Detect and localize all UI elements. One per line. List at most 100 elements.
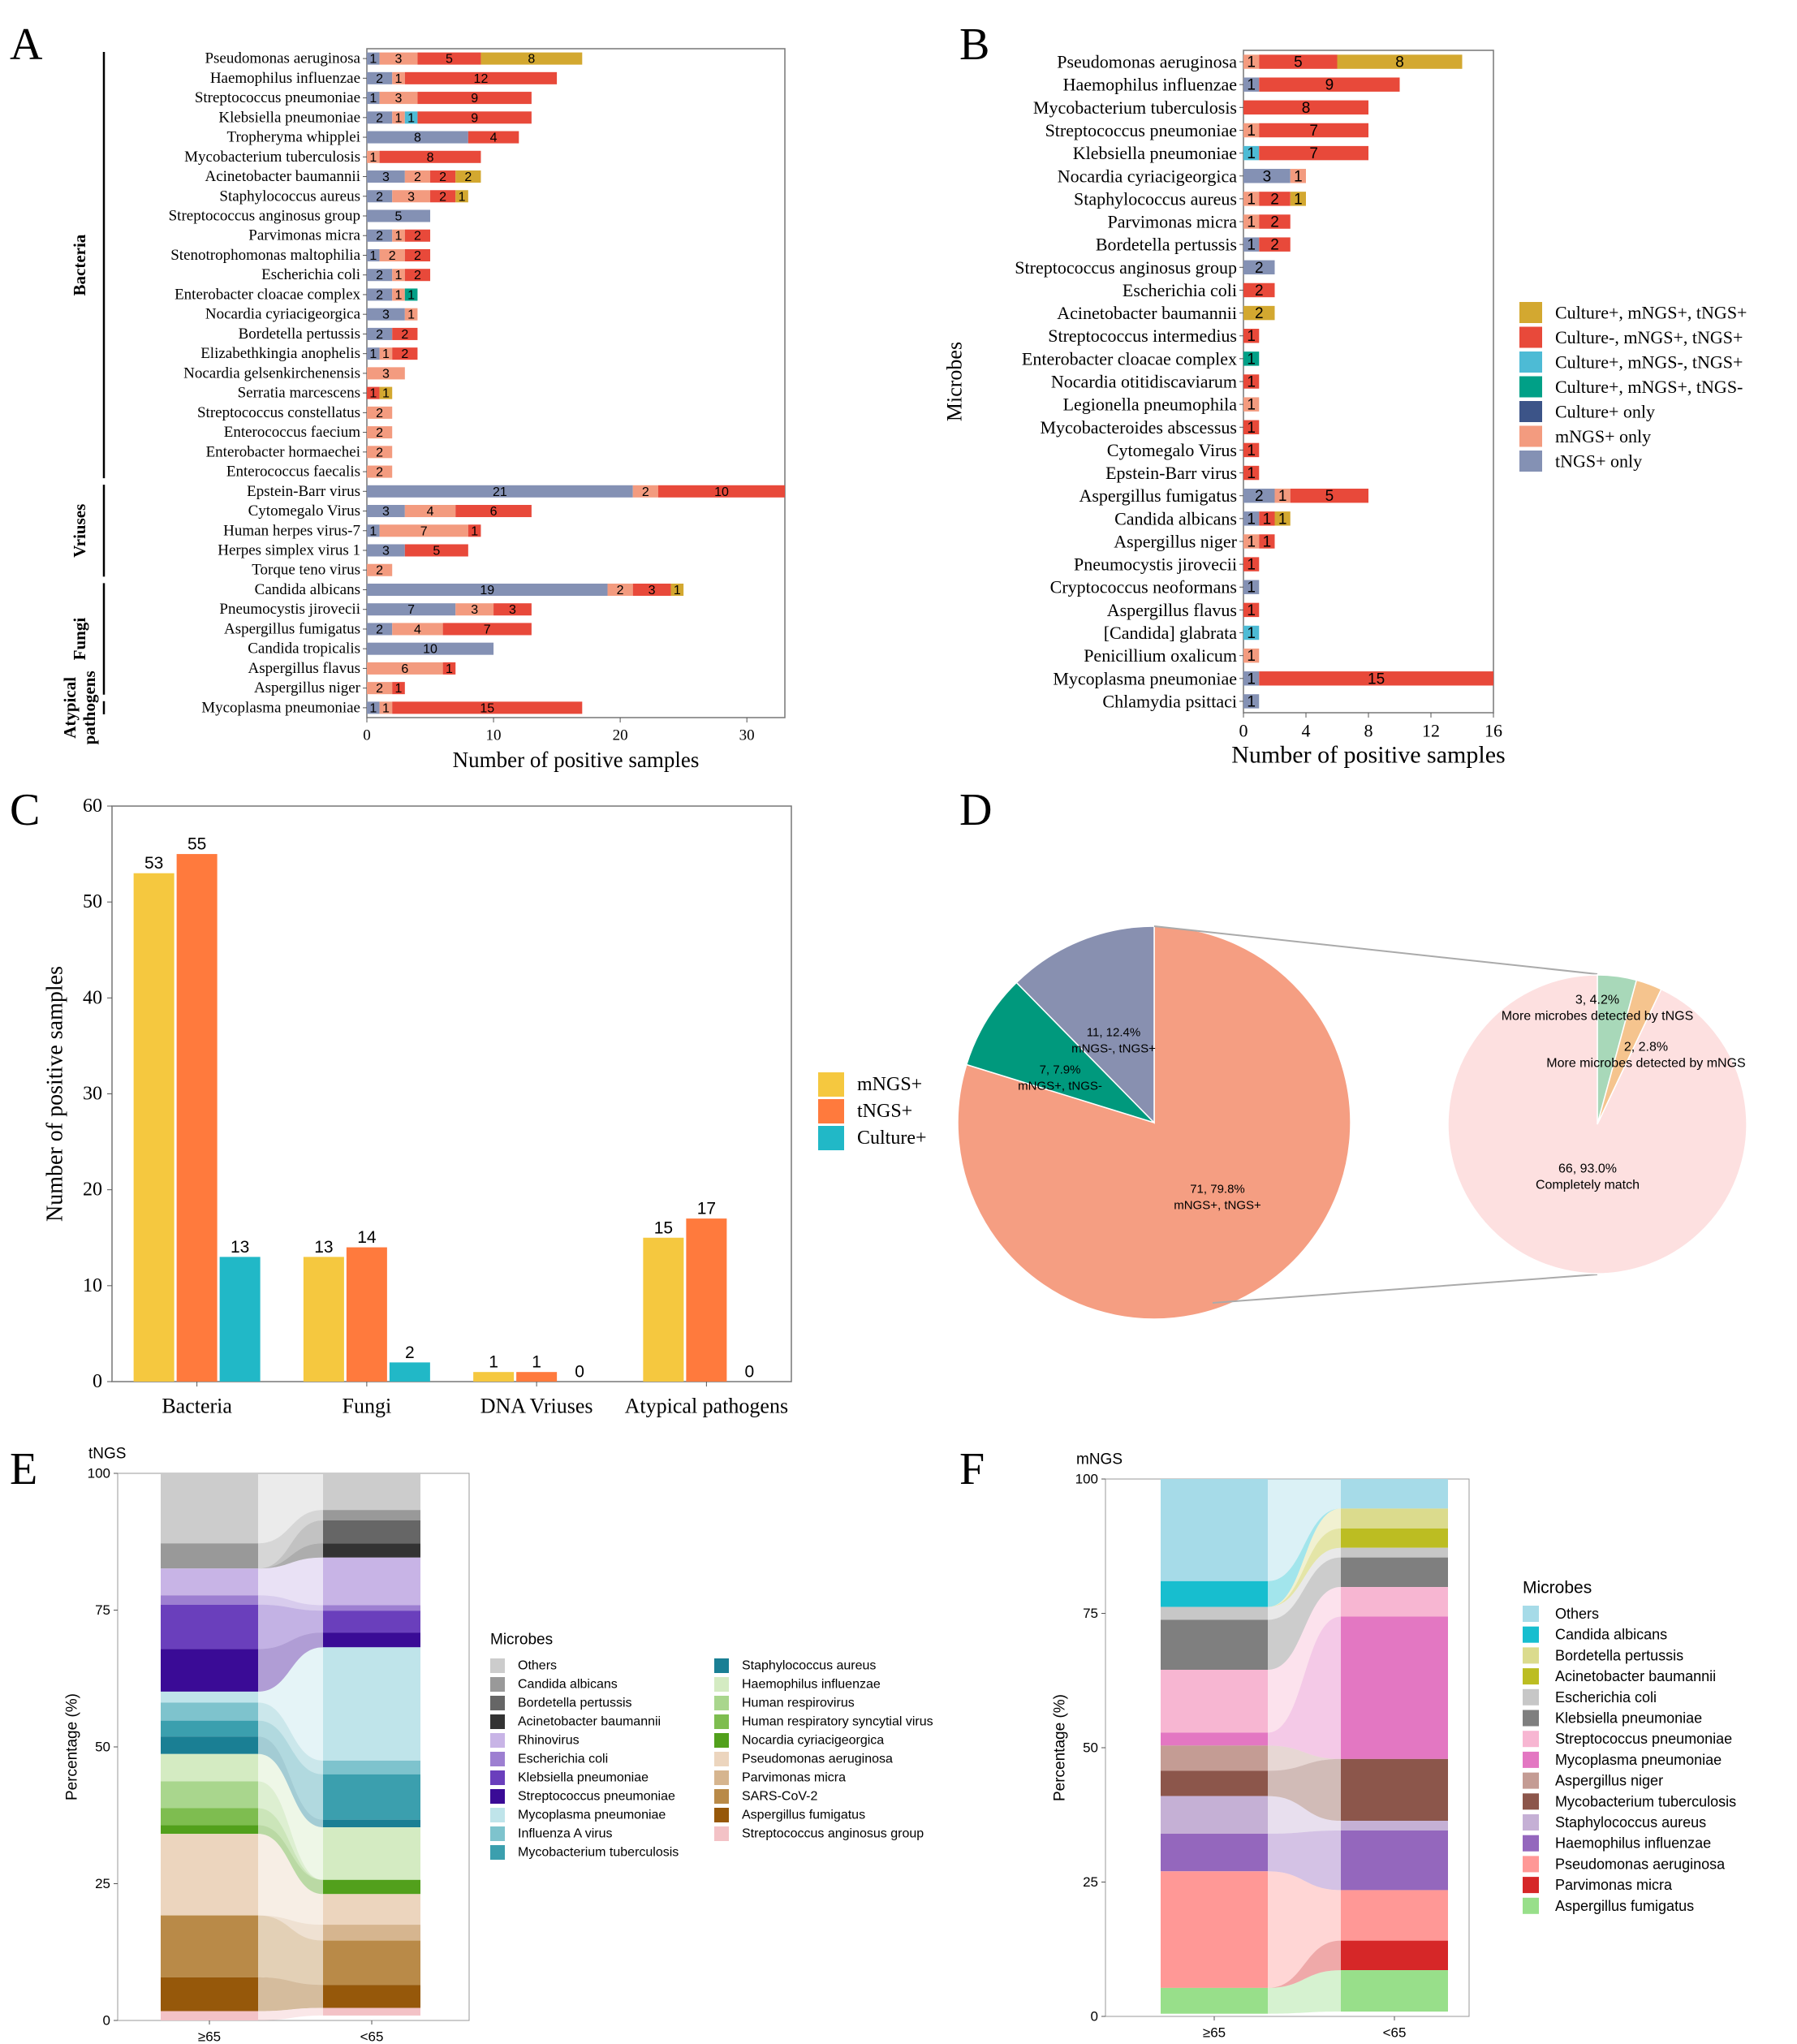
bar-value: 8 (414, 132, 421, 145)
bar-value: 1 (382, 347, 390, 361)
bar-segment (1243, 77, 1260, 92)
row-label: Penicillium oxalicum (1084, 645, 1237, 666)
legend-label: Rhinovirus (518, 1734, 580, 1748)
bar-value: 3 (395, 92, 403, 106)
stack-segment (323, 1632, 420, 1648)
bar-value: 1 (1247, 351, 1256, 368)
bar-value: 3 (471, 603, 478, 617)
chart-title: mNGS (1076, 1451, 1123, 1468)
legend-label: Escherichia coli (518, 1753, 608, 1766)
bar-value: 2 (401, 328, 408, 342)
bar-segment (367, 269, 393, 282)
bar-value: 14 (357, 1228, 377, 1247)
bar-segment (1259, 123, 1368, 138)
bar-segment (480, 52, 583, 65)
row-label: Aspergillus fumigatus (224, 620, 360, 637)
pie-slice (965, 981, 1155, 1123)
legend-swatch (490, 1696, 505, 1710)
panel-e: tNGS 0 25 50 75 100 Percentage (%) ≥65 <65 Microb… (64, 1446, 933, 2044)
flow-band (258, 1915, 323, 1986)
bar-value: 2 (414, 249, 421, 263)
bar-value: 2 (376, 564, 383, 578)
bar-value: 1 (489, 1353, 498, 1372)
flow-band (1268, 1508, 1341, 1607)
stack-segment (161, 1702, 258, 1721)
bar-value: 1 (1247, 648, 1256, 665)
bar-value: 2 (1255, 305, 1264, 322)
bar-value: 1 (369, 347, 377, 361)
bar-value: 2 (414, 170, 421, 184)
bar-value: 1 (1247, 580, 1256, 597)
flow-band (258, 1595, 323, 1611)
bar-value: 3 (649, 584, 656, 597)
legend-swatch (1523, 1668, 1539, 1685)
flow-band (258, 1632, 323, 1692)
y-tick-label: 0 (1091, 2009, 1098, 2025)
legend-swatch (1523, 1606, 1539, 1622)
bar-segment (1243, 625, 1260, 640)
bar-segment (404, 505, 456, 518)
legend-label: Culture+, mNGS-, tNGS+ (1555, 352, 1743, 373)
row-label: Mycoplasma pneumoniae (1053, 668, 1237, 688)
row-label: [Candida] glabrata (1104, 623, 1238, 643)
stack-segment (161, 1568, 258, 1596)
stack-segment (323, 1473, 420, 1511)
bar-segment (468, 131, 519, 144)
bar-value: 2 (405, 1343, 415, 1362)
bar-segment (367, 131, 468, 144)
bar-segment (442, 623, 532, 636)
bar-segment (367, 170, 405, 183)
legend-label: Candida albicans (1555, 1627, 1667, 1643)
legend-swatch (714, 1789, 729, 1804)
row-label: Tropheryma whipplei (227, 129, 360, 146)
flow-band (258, 1753, 323, 1880)
legend-label: Bordetella pertussis (518, 1697, 632, 1710)
legend-swatch (490, 1658, 505, 1673)
flow-band (1268, 1758, 1341, 1822)
row-label: Streptococcus constellatus (197, 404, 360, 421)
stack-segment (161, 1604, 258, 1649)
x-tick-label: 30 (739, 727, 755, 744)
bar-value: 15 (1368, 671, 1385, 688)
bar-segment (468, 524, 481, 537)
bar-segment (1243, 214, 1260, 229)
bar-value: 7 (1309, 123, 1318, 140)
legend-swatch (1519, 302, 1542, 323)
bar-value: 10 (714, 485, 729, 499)
legend-label: Haemophilus influenzae (1555, 1835, 1711, 1852)
bar-value: 1 (407, 111, 415, 125)
panel-f: mNGS 0 25 50 75 100 Percentage (%) ≥65 <65 Microb… (1052, 1451, 1737, 2041)
legend-label: mNGS+ only (1555, 426, 1651, 446)
bar-value: 1 (407, 288, 415, 302)
bar-segment (367, 446, 393, 459)
bar-segment (367, 524, 380, 537)
row-label: Candida tropicalis (248, 640, 360, 658)
legend-label: Bordetella pertussis (1555, 1647, 1683, 1663)
bar-segment (367, 465, 393, 478)
bar-segment (1243, 145, 1260, 161)
stack-segment (161, 1753, 258, 1782)
legend-swatch (1519, 326, 1542, 348)
bar-value: 2 (1270, 214, 1279, 231)
legend-swatch (818, 1072, 844, 1097)
pie-slice (1447, 974, 1747, 1274)
stack-segment (1341, 1940, 1448, 1971)
legend-label: Mycobacterium tuberculosis (518, 1846, 679, 1860)
row-label: Mycobacterium tuberculosis (184, 149, 360, 166)
legend-swatch (714, 1826, 729, 1841)
bar-value: 5 (1294, 54, 1303, 71)
flow-band (1268, 1587, 1341, 1733)
row-label: Streptococcus anginosus group (1015, 257, 1237, 278)
bar-value: 1 (407, 308, 415, 322)
legend-label: Staphylococcus aureus (742, 1659, 876, 1673)
bar-value: 1 (395, 72, 403, 86)
bar-value: 2 (1255, 488, 1264, 505)
bar-segment (1259, 534, 1275, 549)
bar-value: 1 (1247, 191, 1256, 208)
row-label: Mycobacteroides abscessus (1040, 417, 1237, 438)
row-label: Acinetobacter baumannii (1057, 303, 1237, 323)
bar-segment (455, 505, 532, 518)
bar-value: 1 (1247, 420, 1256, 437)
stack-segment (161, 1595, 258, 1605)
bar-segment (367, 111, 393, 124)
